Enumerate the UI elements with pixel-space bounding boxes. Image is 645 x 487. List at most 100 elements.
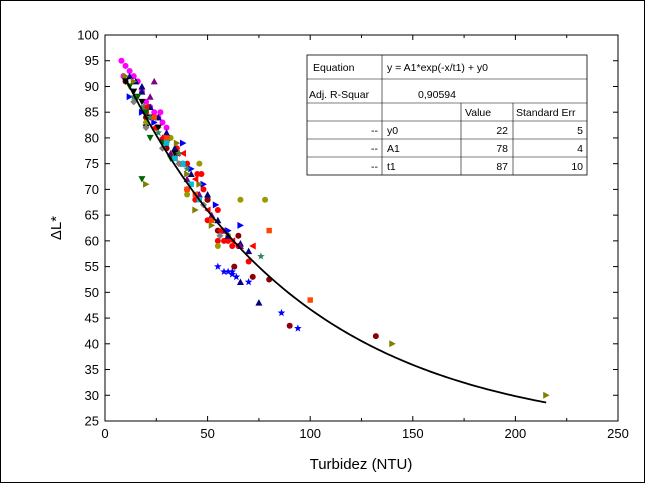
fit-r-squared-label: Adj. R-Squar <box>309 89 370 101</box>
data-point-triangle-down <box>154 124 162 132</box>
data-point-circle <box>225 237 232 244</box>
fit-row-error: 5 <box>577 125 583 137</box>
data-point-star <box>257 252 265 260</box>
data-point-diamond <box>142 124 150 132</box>
data-point-triangle-right <box>179 139 187 147</box>
data-point-circle <box>229 243 236 250</box>
data-point-triangle-up <box>187 170 195 177</box>
y-tick-label: 80 <box>85 130 99 145</box>
data-point-triangle-right <box>208 221 216 229</box>
fit-row-value: 22 <box>496 125 508 137</box>
data-point-circle <box>286 322 293 329</box>
data-point-triangle-right <box>143 180 150 188</box>
data-point-circle <box>184 191 191 198</box>
y-tick-label: 55 <box>85 259 99 274</box>
fit-col-error-header: Standard Err <box>516 107 576 119</box>
fit-row-value: 78 <box>496 143 508 155</box>
x-tick-label: 50 <box>200 426 214 441</box>
data-point-star <box>228 267 237 275</box>
data-point-triangle-right <box>200 180 207 188</box>
fit-row-value: 87 <box>496 161 508 173</box>
data-point-square <box>307 297 313 303</box>
data-point-star <box>183 164 191 173</box>
data-point-triangle-right <box>126 93 134 101</box>
data-point-star <box>214 262 222 270</box>
data-point-triangle-down <box>138 176 146 183</box>
data-point-circle <box>204 196 211 203</box>
data-point-star <box>294 324 302 332</box>
data-points <box>118 57 550 399</box>
data-point-circle <box>221 237 228 244</box>
data-point-circle <box>198 170 205 177</box>
data-point-circle <box>200 186 207 193</box>
x-axis: 0 50 100 150 200 250 <box>101 35 629 441</box>
data-point-triangle-right <box>130 77 138 85</box>
data-point-square <box>163 135 170 141</box>
fit-row-dash: -- <box>371 161 378 173</box>
data-point-circle <box>237 196 244 203</box>
data-point-triangle-down <box>138 98 146 106</box>
data-point-triangle-right <box>192 206 199 214</box>
data-point-star <box>232 272 241 281</box>
data-point-square <box>184 186 190 193</box>
data-point-diamond <box>175 160 183 168</box>
data-point-triangle-up <box>138 82 146 90</box>
data-point-square <box>188 181 194 187</box>
fit-r-squared-value: 0,90594 <box>418 89 456 101</box>
data-point-triangle-up <box>138 88 146 95</box>
data-point-triangle-up <box>171 144 179 152</box>
data-point-triangle-down <box>146 134 154 142</box>
data-point-circle <box>249 273 256 280</box>
data-point-triangle-up <box>245 247 253 255</box>
data-point-circle <box>151 109 158 116</box>
data-point-circle <box>196 160 203 167</box>
data-point-triangle-right <box>122 72 130 80</box>
data-point-square <box>172 155 178 162</box>
data-point-star <box>154 128 163 137</box>
data-point-triangle-right <box>237 221 244 229</box>
data-point-star <box>224 267 232 275</box>
y-tick-label: 75 <box>85 156 99 171</box>
data-point-triangle-up <box>236 278 244 286</box>
y-tick-label: 85 <box>85 105 99 120</box>
data-point-circle <box>214 237 221 244</box>
data-point-triangle-left <box>228 237 236 245</box>
y-tick-label: 45 <box>85 311 99 326</box>
data-point-star <box>228 270 237 278</box>
data-point-circle <box>245 258 252 265</box>
data-point-circle <box>372 333 379 340</box>
fit-table-border <box>306 54 588 176</box>
fit-col-value-header: Value <box>465 107 491 119</box>
x-tick-label: 200 <box>505 426 527 441</box>
fit-row-dash: -- <box>371 125 378 137</box>
data-point-triangle-right <box>212 201 220 209</box>
fit-row-name: t1 <box>387 161 396 173</box>
fit-equation: y = A1*exp(-x/t1) + y0 <box>387 62 488 74</box>
data-point-triangle-up <box>146 93 154 100</box>
data-point-triangle-right <box>389 340 396 348</box>
data-point-triangle-right <box>196 180 203 188</box>
data-point-diamond <box>130 98 138 106</box>
fit-row-error: 10 <box>571 161 583 173</box>
y-tick-label: 35 <box>85 362 99 377</box>
x-axis-title: Turbidez (NTU) <box>310 456 413 473</box>
data-point-circle <box>159 119 166 126</box>
data-point-square <box>163 140 170 146</box>
data-point-triangle-down <box>171 150 179 157</box>
fit-row-dash: -- <box>371 143 378 155</box>
data-point-square <box>209 217 215 223</box>
data-point-circle <box>262 196 269 203</box>
data-point-square <box>151 114 157 121</box>
data-point-triangle-right <box>188 165 195 173</box>
data-point-diamond <box>216 232 224 240</box>
y-tick-label: 40 <box>85 336 99 351</box>
data-point-square <box>266 227 272 234</box>
y-tick-label: 70 <box>85 182 99 197</box>
y-tick-label: 60 <box>85 233 99 248</box>
data-point-triangle-left <box>216 227 223 235</box>
y-axis-title: ΔL* <box>48 216 65 240</box>
y-tick-label: 30 <box>85 388 99 403</box>
y-tick-label: 50 <box>85 285 99 300</box>
